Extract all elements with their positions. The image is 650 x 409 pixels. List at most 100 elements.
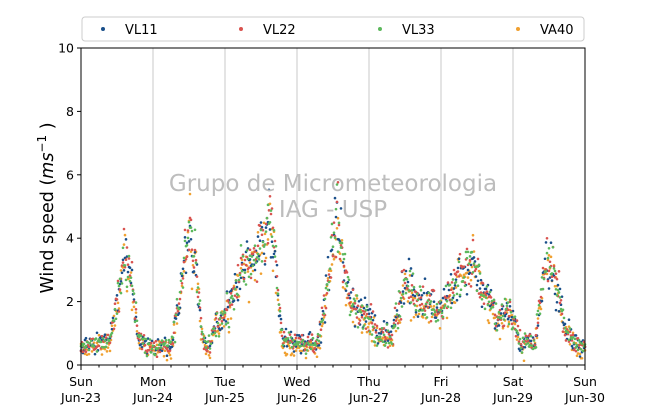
- data-point: [199, 325, 203, 328]
- data-point: [130, 268, 134, 272]
- data-point: [341, 280, 345, 284]
- data-point: [501, 326, 505, 330]
- data-point: [112, 314, 116, 318]
- data-point: [370, 321, 374, 325]
- data-point: [263, 259, 267, 263]
- y-tick-label: 6: [66, 167, 74, 182]
- data-point: [452, 287, 456, 290]
- data-point: [323, 321, 327, 324]
- data-point: [173, 340, 177, 344]
- data-point: [357, 299, 361, 303]
- data-point: [475, 289, 479, 293]
- data-point: [263, 232, 267, 236]
- data-point: [465, 256, 469, 260]
- data-point: [240, 269, 244, 273]
- data-point: [120, 264, 124, 267]
- data-point: [349, 291, 353, 294]
- data-point: [493, 327, 497, 330]
- data-point: [391, 326, 395, 330]
- x-tick-label-date: Jun-29: [492, 390, 533, 405]
- data-point: [553, 292, 557, 296]
- data-point: [460, 266, 464, 269]
- data-point: [428, 294, 432, 297]
- data-point: [233, 287, 237, 291]
- data-point: [581, 349, 585, 353]
- data-point: [194, 258, 198, 262]
- data-point: [364, 320, 368, 323]
- data-point: [242, 277, 246, 281]
- data-point: [111, 316, 115, 320]
- data-point: [288, 333, 292, 336]
- data-point: [508, 304, 512, 308]
- data-point: [95, 345, 99, 348]
- data-point: [548, 276, 552, 279]
- data-point: [122, 227, 126, 231]
- data-point: [142, 337, 146, 340]
- data-point: [403, 277, 407, 281]
- data-point: [351, 320, 355, 324]
- data-point: [148, 338, 152, 341]
- data-point: [347, 278, 351, 282]
- data-point: [558, 287, 562, 291]
- data-point: [255, 280, 259, 283]
- data-point: [510, 313, 514, 317]
- data-point: [291, 339, 295, 342]
- data-point: [209, 342, 213, 345]
- data-point: [309, 339, 313, 342]
- data-point: [397, 302, 401, 305]
- data-point: [150, 339, 154, 343]
- data-point: [182, 260, 186, 264]
- data-point: [352, 297, 356, 301]
- data-point: [433, 310, 437, 314]
- data-point: [269, 209, 273, 212]
- data-point: [571, 335, 575, 339]
- data-point: [198, 319, 202, 323]
- watermark-line-2: IAG - USP: [279, 197, 387, 223]
- data-point: [285, 352, 289, 356]
- data-point: [487, 321, 491, 325]
- data-point: [197, 302, 201, 306]
- data-point: [353, 325, 357, 328]
- data-point: [568, 327, 572, 330]
- data-point: [212, 327, 216, 330]
- data-point: [468, 271, 472, 275]
- data-point: [345, 271, 349, 274]
- data-point: [473, 260, 477, 263]
- data-point: [158, 350, 162, 354]
- data-point: [400, 270, 404, 273]
- data-point: [402, 302, 406, 305]
- data-point: [192, 254, 196, 258]
- data-point: [312, 350, 316, 354]
- data-point: [421, 285, 425, 288]
- data-point: [149, 341, 153, 345]
- data-point: [470, 250, 474, 254]
- data-point: [97, 338, 101, 341]
- data-point: [403, 286, 407, 290]
- data-point: [344, 303, 348, 307]
- data-point: [195, 290, 199, 294]
- data-point: [229, 292, 233, 295]
- data-point: [482, 294, 486, 297]
- data-point: [384, 341, 388, 345]
- data-point: [112, 327, 116, 331]
- data-point: [235, 285, 239, 289]
- watermark-line-1: Grupo de Micrometeorologia: [169, 171, 497, 197]
- data-point: [147, 348, 151, 352]
- data-point: [203, 339, 207, 343]
- data-point: [148, 345, 152, 349]
- data-point: [430, 315, 434, 319]
- data-point: [116, 301, 120, 305]
- y-tick-label: 10: [58, 41, 74, 56]
- data-point: [401, 284, 405, 287]
- data-point: [544, 270, 548, 273]
- data-point: [523, 345, 527, 349]
- data-point: [426, 299, 430, 302]
- data-point: [132, 292, 136, 295]
- data-point: [164, 338, 168, 342]
- data-point: [336, 180, 340, 184]
- data-point: [247, 275, 251, 279]
- data-point: [327, 280, 331, 284]
- data-point: [321, 318, 325, 322]
- data-point: [516, 331, 520, 335]
- data-point: [414, 310, 418, 314]
